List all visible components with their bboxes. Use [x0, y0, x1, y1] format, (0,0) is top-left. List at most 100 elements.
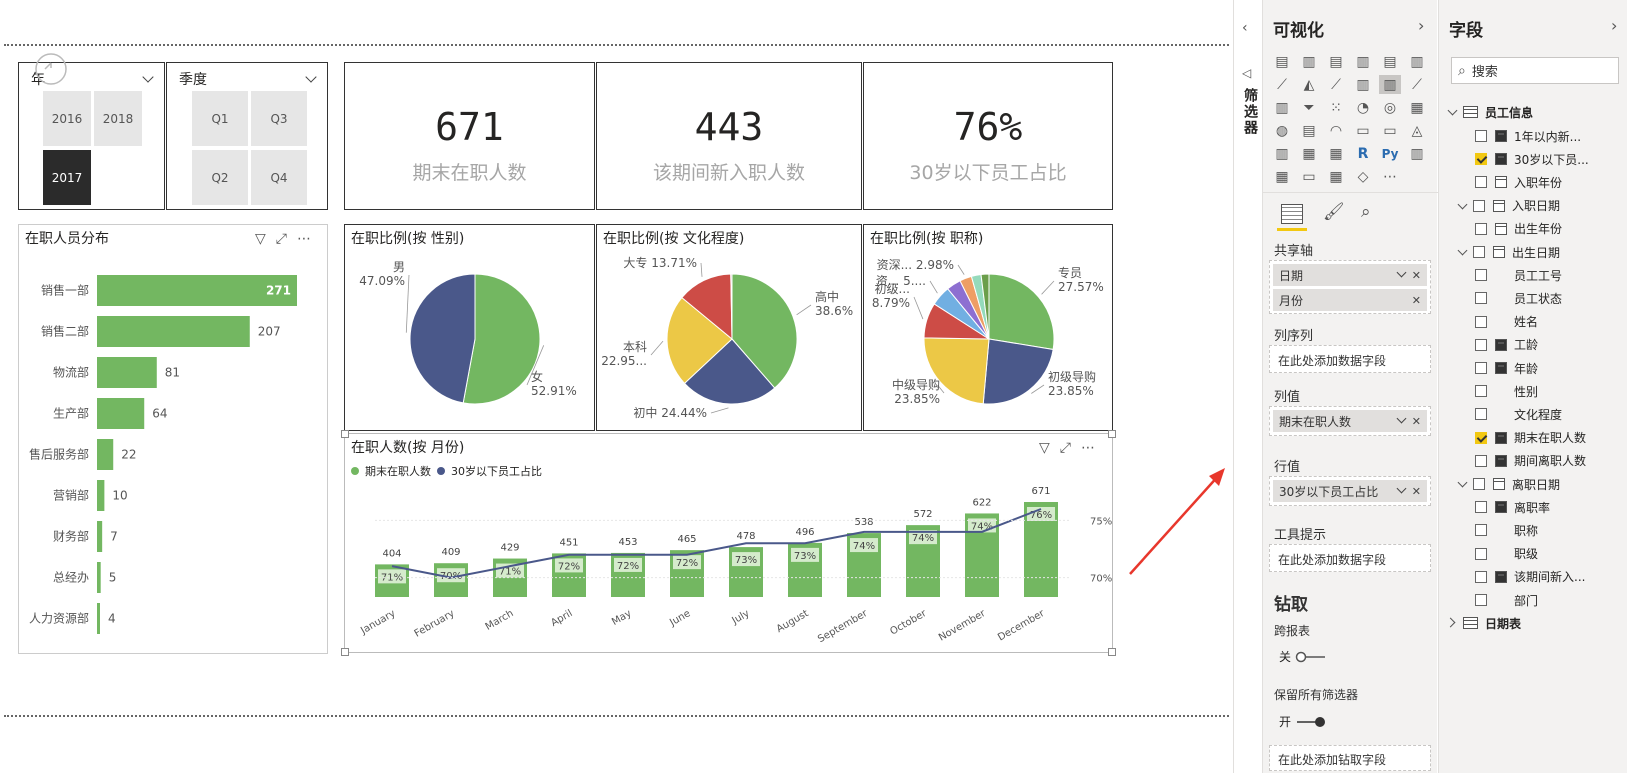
keep-filters-toggle[interactable]: 开	[1279, 713, 1327, 730]
field-checkbox[interactable]	[1475, 547, 1487, 560]
remove-field-icon[interactable]: ✕	[1411, 293, 1421, 307]
bar[interactable]	[97, 316, 250, 347]
kpi-card-headcount[interactable]: 671 期末在职人数	[344, 62, 595, 210]
pie-slice[interactable]	[683, 338, 776, 405]
remove-field-icon[interactable]: ✕	[1411, 414, 1421, 428]
expand-chevron-icon[interactable]: ‹	[1242, 20, 1248, 36]
gauge-icon[interactable]: ◠	[1329, 122, 1343, 139]
r-visual-icon[interactable]: R	[1357, 145, 1369, 162]
dept-bar-chart[interactable]: 在职人员分布 ▽ ⤢ ⋯ 销售一部 271 销售二部 207 物流部 81 生产部 64 售后服…	[18, 224, 328, 654]
field-checkbox[interactable]	[1475, 222, 1487, 235]
bar[interactable]	[97, 562, 101, 593]
more-options-icon[interactable]: ⋯	[296, 231, 311, 247]
field-item[interactable]: 入职年份	[1475, 170, 1562, 194]
focus-mode-icon[interactable]: ⤢	[275, 231, 287, 247]
resize-handle[interactable]	[341, 430, 349, 438]
focus-mode-icon[interactable]: ⤢	[1059, 440, 1071, 456]
field-item[interactable]: 出生日期	[1457, 240, 1560, 264]
quarter-tile-q2[interactable]: Q2	[192, 150, 248, 205]
field-checkbox[interactable]	[1475, 269, 1487, 282]
tooltips-well[interactable]: 在此处添加数据字段	[1269, 544, 1431, 572]
chevron-down-icon[interactable]	[1396, 413, 1407, 424]
waterfall-icon[interactable]: ▥	[1275, 99, 1289, 116]
quarter-slicer[interactable]: 季度 Q1 Q3 Q2 Q4	[166, 62, 328, 210]
clustered-column-icon[interactable]: ▥	[1356, 53, 1370, 70]
bar[interactable]	[97, 521, 103, 552]
year-slicer[interactable]: 年 2016 2018 2017	[18, 53, 165, 210]
table-node[interactable]: 日期表	[1447, 611, 1521, 635]
focus-mode-icon[interactable]	[33, 51, 69, 87]
field-checkbox[interactable]	[1475, 570, 1487, 583]
field-item[interactable]: 1年以内新...	[1475, 124, 1581, 148]
field-checkbox[interactable]	[1475, 431, 1487, 444]
field-item[interactable]: 工龄	[1475, 333, 1538, 357]
field-item[interactable]: 该期间新入...	[1475, 565, 1585, 589]
stacked-column-icon[interactable]: ▥	[1302, 53, 1316, 70]
decomposition-tree-icon[interactable]: ▦	[1275, 168, 1289, 185]
more-options-icon[interactable]: ⋯	[1080, 440, 1095, 456]
resize-handle[interactable]	[1108, 648, 1116, 656]
field-item[interactable]: 员工状态	[1475, 286, 1562, 310]
clustered-bar-icon[interactable]: ▤	[1329, 53, 1343, 70]
chevron-down-icon[interactable]	[142, 71, 154, 83]
filter-icon[interactable]: ▽	[1039, 440, 1050, 456]
field-checkbox[interactable]	[1475, 385, 1487, 398]
pie-icon[interactable]: ◔	[1356, 99, 1370, 116]
well-field-month[interactable]: 月份 ✕	[1273, 289, 1427, 311]
kpi-card-new-hires[interactable]: 443 该期间新入职人数	[596, 62, 862, 210]
analytics-magnifier-icon[interactable]: ⌕	[1361, 202, 1371, 222]
remove-field-icon[interactable]: ✕	[1411, 268, 1421, 282]
bar[interactable]	[97, 398, 145, 429]
scatter-icon[interactable]: ⁙	[1330, 99, 1342, 116]
cross-report-toggle[interactable]: 关	[1279, 648, 1327, 665]
expand-chevron-icon[interactable]	[1457, 201, 1467, 211]
pie-slice[interactable]	[988, 273, 1055, 351]
bar[interactable]	[97, 603, 100, 634]
bar[interactable]	[97, 439, 114, 470]
field-checkbox[interactable]	[1475, 501, 1487, 514]
field-item[interactable]: 30岁以下员...	[1475, 147, 1589, 171]
field-checkbox[interactable]	[1473, 199, 1485, 212]
quarter-tile-q1[interactable]: Q1	[192, 91, 248, 146]
key-influencers-icon[interactable]: ▥	[1410, 145, 1424, 162]
more-visuals-icon[interactable]: ⋯	[1383, 168, 1397, 185]
ribbon-chart-icon[interactable]: ⟋	[1412, 76, 1422, 93]
slicer-icon[interactable]: ▥	[1275, 145, 1289, 162]
collapse-chevron-icon[interactable]: ›	[1418, 16, 1425, 35]
paginated-icon[interactable]: ◇	[1357, 168, 1369, 185]
drill-through-well[interactable]: 在此处添加钻取字段	[1269, 745, 1431, 771]
chevron-down-icon[interactable]	[305, 71, 317, 83]
resize-handle[interactable]	[341, 648, 349, 656]
field-item[interactable]: 年龄	[1475, 356, 1538, 380]
column-series-well[interactable]: 在此处添加数据字段	[1269, 345, 1431, 373]
line-column-icon[interactable]: ▥	[1356, 76, 1370, 93]
collapse-chevron-icon[interactable]: ›	[1611, 16, 1618, 35]
field-checkbox[interactable]	[1475, 130, 1487, 142]
field-item[interactable]: 离职日期	[1457, 472, 1560, 496]
stacked-area-icon[interactable]: ⟋	[1331, 76, 1341, 93]
pie-chart-education[interactable]: 在职比例(按 文化程度) 高中 38.6% 初中 24.44% 本科 22.95... 大…	[596, 224, 862, 431]
field-checkbox[interactable]	[1475, 153, 1487, 166]
100-bar-icon[interactable]: ▤	[1383, 53, 1397, 70]
expand-chevron-icon[interactable]	[1447, 107, 1457, 117]
field-checkbox[interactable]	[1475, 524, 1487, 537]
field-checkbox[interactable]	[1475, 408, 1487, 421]
expand-chevron-icon[interactable]	[1457, 247, 1467, 257]
filter-pane-collapsed[interactable]: ‹ ◁ 筛选器	[1233, 0, 1261, 773]
smart-narrative-icon[interactable]: ▦	[1329, 168, 1343, 185]
pie-slice[interactable]	[980, 273, 990, 340]
field-checkbox[interactable]	[1473, 246, 1485, 258]
quarter-tile-q3[interactable]: Q3	[251, 91, 307, 146]
well-field-date[interactable]: 日期 ✕	[1273, 264, 1427, 286]
line-series[interactable]	[391, 508, 1042, 579]
kpi-icon[interactable]: ◬	[1411, 122, 1423, 139]
filter-icon[interactable]: ▽	[255, 231, 266, 247]
combo-chart-monthly[interactable]: 在职人数(按 月份) ▽ ⤢ ⋯ 期末在职人数 30岁以下员工占比 404 71%…	[341, 430, 1116, 656]
shared-axis-well[interactable]: 日期 ✕ 月份 ✕	[1269, 260, 1431, 314]
chevron-down-icon[interactable]	[1396, 267, 1407, 278]
table-node[interactable]: 员工信息	[1447, 100, 1533, 124]
field-item[interactable]: 职称	[1475, 518, 1538, 542]
kpi-card-under30[interactable]: 76% 30岁以下员工占比	[863, 62, 1113, 210]
pie-slice[interactable]	[409, 273, 476, 404]
field-item[interactable]: 姓名	[1475, 310, 1538, 334]
